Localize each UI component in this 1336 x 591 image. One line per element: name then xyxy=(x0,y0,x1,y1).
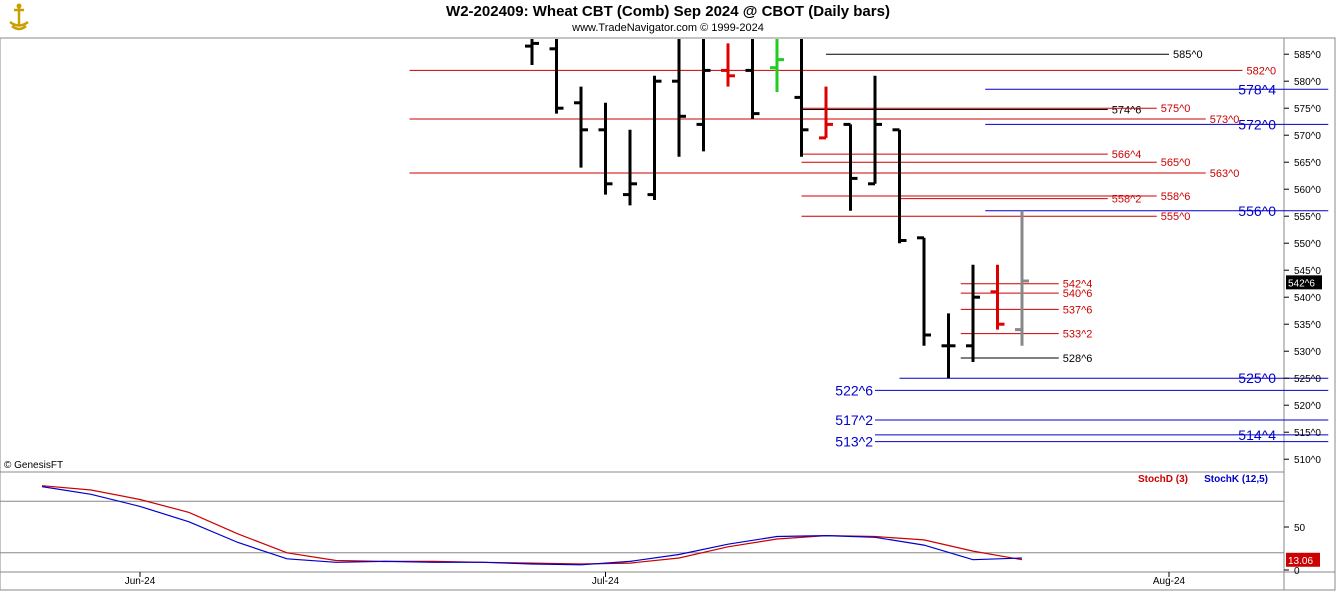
chart-title: W2-202409: Wheat CBT (Comb) Sep 2024 @ C… xyxy=(446,3,890,20)
price-tick-label: 545^0 xyxy=(1294,266,1321,277)
level-label: 555^0 xyxy=(1161,211,1191,223)
level-label: 565^0 xyxy=(1161,157,1191,169)
level-label: 566^4 xyxy=(1112,149,1142,161)
chart-header: W2-202409: Wheat CBT (Comb) Sep 2024 @ C… xyxy=(0,0,1336,38)
stoch-last-badge xyxy=(1286,552,1320,567)
level-label: 558^6 xyxy=(1161,191,1191,203)
date-axis: Jun-24 Jul-24 Aug-24 xyxy=(125,572,1186,587)
price-tick-label: 585^0 xyxy=(1294,50,1321,61)
level-label: 563^0 xyxy=(1210,168,1240,180)
level-label: 513^2 xyxy=(835,434,873,450)
level-label: 574^6 xyxy=(1112,105,1142,117)
level-label: 572^0 xyxy=(1238,116,1276,132)
level-label: 528^6 xyxy=(1063,353,1093,365)
price-tick-label: 555^0 xyxy=(1294,212,1321,223)
price-tick-label: 565^0 xyxy=(1294,158,1321,169)
level-label: 542^4 xyxy=(1063,279,1093,291)
price-tick-label: 520^0 xyxy=(1294,401,1321,412)
price-tick-label: 515^0 xyxy=(1294,428,1321,439)
level-label: 582^0 xyxy=(1247,65,1277,77)
price-tick-label: 510^0 xyxy=(1294,455,1321,466)
level-label: 525^0 xyxy=(1238,370,1276,386)
genesis-logo-icon xyxy=(4,2,34,34)
level-label: 540^6 xyxy=(1063,288,1093,300)
last-price-badge xyxy=(1286,275,1322,290)
level-label: 556^0 xyxy=(1238,203,1276,219)
legend-stochd: StochD (3) xyxy=(1138,474,1188,485)
price-tick-label: 535^0 xyxy=(1294,320,1321,331)
price-axis: 510^0 515^0 520^0 525^0 530^0 535^0 540^0 545^0… xyxy=(1284,50,1322,466)
price-bars xyxy=(525,39,1029,379)
level-label: 573^0 xyxy=(1210,114,1240,126)
level-label: 558^2 xyxy=(1112,194,1142,206)
level-label: 537^6 xyxy=(1063,304,1093,316)
copyright-label: © GenesisFT xyxy=(4,460,63,471)
chart-subtitle: www.TradeNavigator.com © 1999-2024 xyxy=(572,22,764,34)
price-tick-label: 575^0 xyxy=(1294,104,1321,115)
price-tick-label: 580^0 xyxy=(1294,77,1321,88)
date-tick-label: Aug-24 xyxy=(1153,576,1186,587)
price-tick-label: 525^0 xyxy=(1294,374,1321,385)
level-label: 578^4 xyxy=(1238,81,1276,97)
level-lines: 585^0 582^0 574^6 575^0 573^0 566^4 565^0 563^0… xyxy=(409,49,1329,450)
price-tick-label: 560^0 xyxy=(1294,185,1321,196)
level-label: 575^0 xyxy=(1161,103,1191,115)
legend-stochk: StochK (12,5) xyxy=(1204,474,1268,485)
level-label: 514^4 xyxy=(1238,427,1276,443)
stoch-tick-label: 0 xyxy=(1294,566,1300,577)
chart-frame: © GenesisFT xyxy=(0,37,1336,591)
price-tick-label: 570^0 xyxy=(1294,131,1321,142)
level-label: 522^6 xyxy=(835,382,873,398)
last-price-label: 542^6 xyxy=(1288,278,1315,289)
price-tick-label: 540^0 xyxy=(1294,293,1321,304)
price-tick-label: 550^0 xyxy=(1294,239,1321,250)
stoch-tick-label: 50 xyxy=(1294,523,1306,534)
level-label: 533^2 xyxy=(1063,329,1093,341)
price-tick-label: 530^0 xyxy=(1294,347,1321,358)
level-label: 517^2 xyxy=(835,412,873,428)
stochastic-panel: 0 50 StochD (3) StochK (12,5) 13.06 xyxy=(0,474,1320,577)
stoch-series-line xyxy=(41,486,1023,566)
stoch-last-label: 13.06 xyxy=(1288,556,1313,567)
chart-border xyxy=(0,37,1336,591)
level-label: 585^0 xyxy=(1173,49,1203,61)
date-tick-label: Jul-24 xyxy=(592,576,620,587)
date-tick-label: Jun-24 xyxy=(125,576,156,587)
